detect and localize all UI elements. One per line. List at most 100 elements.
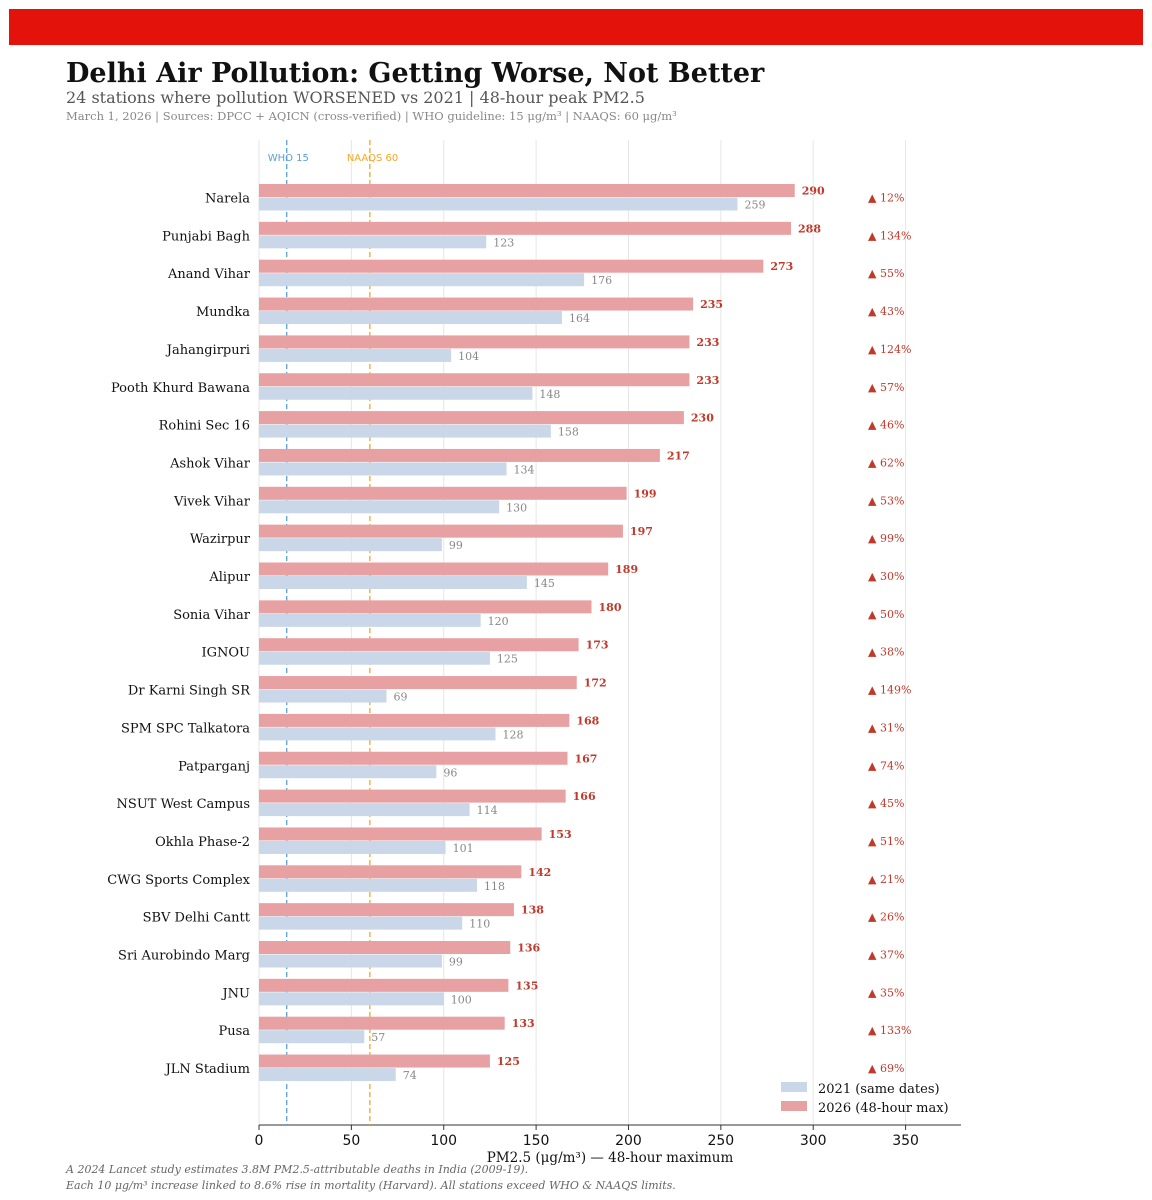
brand-band — [9, 9, 1143, 45]
value-label-2026: 235 — [700, 298, 723, 311]
bar-2021 — [259, 1030, 365, 1044]
bar-2026 — [259, 865, 522, 879]
value-label-2026: 173 — [586, 639, 609, 652]
bar-2021 — [259, 803, 470, 817]
change-label: ▲ 124% — [868, 343, 911, 356]
category-label: NSUT West Campus — [117, 797, 250, 812]
value-label-2021: 99 — [449, 539, 463, 552]
value-label-2021: 118 — [484, 880, 505, 893]
value-label-2021: 114 — [477, 804, 498, 817]
change-label: ▲ 31% — [868, 721, 904, 734]
bar-2026 — [259, 448, 660, 462]
category-label: JLN Stadium — [164, 1062, 250, 1077]
value-label-2021: 96 — [443, 766, 457, 779]
category-label: Okhla Phase-2 — [155, 835, 250, 850]
value-label-2026: 233 — [696, 336, 719, 349]
bar-2021 — [259, 916, 463, 930]
category-label: Narela — [205, 192, 250, 207]
change-label: ▲ 55% — [868, 267, 904, 280]
change-label: ▲ 149% — [868, 684, 911, 697]
value-label-2021: 134 — [514, 463, 535, 476]
value-label-2021: 99 — [449, 956, 463, 969]
bar-2021 — [259, 576, 527, 589]
value-label-2021: 104 — [458, 350, 479, 363]
category-label: Ashok Vihar — [169, 456, 251, 471]
value-label-2026: 180 — [599, 601, 622, 614]
value-label-2026: 136 — [517, 942, 540, 955]
bar-2026 — [259, 184, 795, 197]
change-label: ▲ 21% — [868, 873, 904, 886]
category-label: Alipur — [208, 570, 250, 585]
bar-2021 — [259, 651, 490, 665]
category-label: SPM SPC Talkatora — [121, 721, 250, 736]
value-label-2021: 148 — [539, 388, 560, 401]
value-label-2021: 128 — [502, 728, 523, 741]
value-label-2021: 57 — [371, 1031, 385, 1044]
category-label: JNU — [220, 986, 250, 1001]
category-label: Rohini Sec 16 — [159, 419, 250, 434]
bar-2026 — [259, 827, 542, 841]
value-label-2026: 166 — [573, 790, 596, 803]
category-label: Sri Aurobindo Marg — [118, 949, 250, 964]
value-label-2021: 176 — [591, 274, 612, 287]
bar-2021 — [259, 235, 487, 249]
legend-swatch-2026 — [781, 1101, 807, 1111]
bar-2026 — [259, 713, 570, 727]
x-tick-label: 300 — [800, 1133, 827, 1149]
bar-2021 — [259, 197, 738, 211]
x-tick-label: 50 — [342, 1133, 360, 1149]
bar-2021 — [259, 878, 477, 892]
value-label-2026: 133 — [512, 1017, 535, 1030]
change-label: ▲ 26% — [868, 911, 904, 924]
x-tick-label: 200 — [615, 1133, 642, 1149]
category-label: Sonia Vihar — [173, 608, 251, 623]
bar-2021 — [259, 348, 452, 362]
bar-2026 — [259, 335, 690, 349]
value-label-2021: 145 — [534, 577, 555, 590]
value-label-2026: 172 — [584, 677, 607, 690]
change-label: ▲ 50% — [868, 608, 904, 621]
source-line: March 1, 2026 | Sources: DPCC + AQICN (c… — [66, 109, 677, 123]
change-label: ▲ 37% — [868, 949, 904, 962]
category-label: Wazirpur — [190, 532, 251, 547]
value-label-2026: 217 — [667, 449, 690, 462]
bar-2026 — [259, 978, 509, 992]
bar-2026 — [259, 411, 684, 425]
bar-2026 — [259, 486, 627, 500]
value-label-2026: 288 — [798, 222, 821, 235]
page-title: Delhi Air Pollution: Getting Worse, Not … — [66, 58, 765, 89]
x-tick-label: 150 — [523, 1133, 550, 1149]
bar-2021 — [259, 1068, 396, 1082]
value-label-2021: 101 — [453, 842, 474, 855]
page-subtitle: 24 stations where pollution WORSENED vs … — [66, 88, 645, 107]
bar-2021 — [259, 424, 551, 438]
legend-label-2026: 2026 (48-hour max) — [818, 1101, 949, 1116]
bar-2021 — [259, 613, 481, 627]
bar-2026 — [259, 600, 592, 614]
value-label-2026: 290 — [802, 185, 825, 198]
change-label: ▲ 53% — [868, 494, 904, 507]
value-label-2026: 167 — [575, 752, 598, 765]
legend-swatch-2021 — [781, 1082, 807, 1092]
bar-2026 — [259, 638, 579, 652]
bar-2026 — [259, 941, 511, 954]
bar-2026 — [259, 903, 514, 917]
footnote-harvard: Each 10 μg/m³ increase linked to 8.6% ri… — [66, 1179, 676, 1192]
category-label: Pooth Khurd Bawana — [111, 381, 250, 396]
bar-2026 — [259, 676, 577, 690]
category-label: CWG Sports Complex — [107, 873, 250, 888]
change-label: ▲ 74% — [868, 759, 904, 772]
change-label: ▲ 62% — [868, 456, 904, 469]
value-label-2026: 199 — [634, 487, 657, 500]
bar-2021 — [259, 954, 442, 968]
footnote-lancet: A 2024 Lancet study estimates 3.8M PM2.5… — [66, 1163, 529, 1176]
bar-2026 — [259, 1054, 490, 1068]
bar-2021 — [259, 500, 500, 514]
change-label: ▲ 12% — [868, 192, 904, 205]
category-label: Jahangirpuri — [165, 343, 250, 358]
value-label-2026: 230 — [691, 412, 714, 425]
reference-line-label: WHO 15 — [268, 153, 309, 164]
category-label: Vivek Vihar — [173, 494, 251, 509]
change-label: ▲ 134% — [868, 229, 911, 242]
